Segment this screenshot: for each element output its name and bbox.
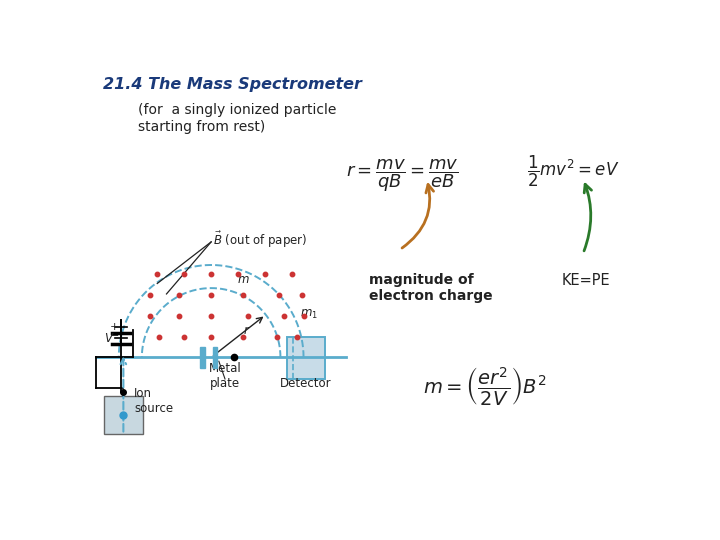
Text: $V$: $V$	[104, 333, 114, 346]
FancyArrowPatch shape	[402, 185, 433, 248]
Bar	[104, 396, 143, 434]
Text: $r$: $r$	[243, 325, 251, 338]
Text: KE=PE: KE=PE	[562, 273, 610, 288]
Text: $m = \left(\dfrac{er^2}{2V}\right)B^2$: $m = \left(\dfrac{er^2}{2V}\right)B^2$	[423, 365, 546, 407]
Text: Detector: Detector	[280, 377, 332, 390]
Text: $\dfrac{1}{2}mv^2 = eV$: $\dfrac{1}{2}mv^2 = eV$	[527, 153, 619, 188]
FancyArrowPatch shape	[584, 184, 592, 251]
Text: $\vec{B}$ (out of paper): $\vec{B}$ (out of paper)	[212, 231, 307, 251]
Bar	[200, 347, 205, 368]
Text: $r = \dfrac{mv}{qB} = \dfrac{mv}{eB}$: $r = \dfrac{mv}{qB} = \dfrac{mv}{eB}$	[346, 157, 459, 194]
Text: Metal
plate: Metal plate	[209, 362, 241, 390]
Text: $m_1$: $m_1$	[300, 308, 318, 321]
Text: $m$: $m$	[237, 273, 250, 287]
Text: (for  a singly ionized particle
starting from rest): (for a singly ionized particle starting …	[138, 103, 336, 133]
Text: $+$: $+$	[109, 321, 119, 332]
Bar	[287, 336, 325, 379]
Text: magnitude of
electron charge: magnitude of electron charge	[369, 273, 492, 303]
Text: 21.4 The Mass Spectrometer: 21.4 The Mass Spectrometer	[102, 77, 361, 92]
Bar	[212, 347, 217, 368]
Text: $-$: $-$	[109, 328, 119, 339]
Text: Ion
source: Ion source	[134, 387, 174, 415]
